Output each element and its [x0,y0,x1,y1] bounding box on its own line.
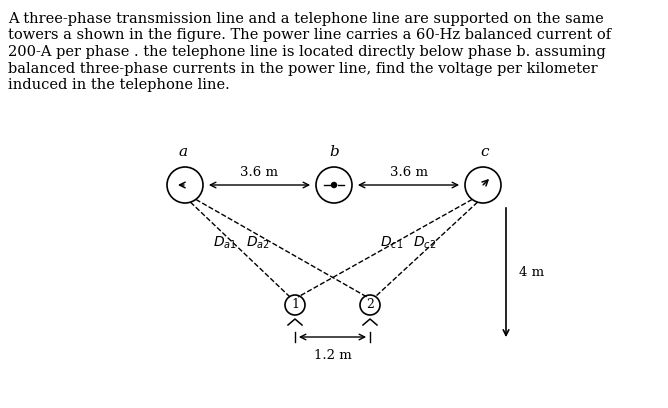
Text: 3.6 m: 3.6 m [389,166,428,179]
Text: A three-phase transmission line and a telephone line are supported on the same: A three-phase transmission line and a te… [8,12,604,26]
Circle shape [331,182,337,188]
Text: 2: 2 [366,299,374,311]
Text: 1.2 m: 1.2 m [313,349,351,362]
Text: balanced three-phase currents in the power line, find the voltage per kilometer: balanced three-phase currents in the pow… [8,62,598,75]
Text: a: a [178,145,188,159]
Text: $D_{a2}$: $D_{a2}$ [246,235,270,251]
Text: 200-A per phase . the telephone line is located directly below phase b. assuming: 200-A per phase . the telephone line is … [8,45,606,59]
Text: 4 m: 4 m [519,266,544,279]
Text: induced in the telephone line.: induced in the telephone line. [8,78,230,92]
Text: 1: 1 [291,299,299,311]
Text: $D_{c1}$: $D_{c1}$ [380,235,403,251]
Text: towers a shown in the figure. The power line carries a 60-Hz balanced current of: towers a shown in the figure. The power … [8,29,611,42]
Text: c: c [481,145,489,159]
Text: $D_{c2}$: $D_{c2}$ [413,235,437,251]
Text: $D_{a1}$: $D_{a1}$ [213,235,237,251]
Text: b: b [329,145,339,159]
Text: 3.6 m: 3.6 m [240,166,279,179]
